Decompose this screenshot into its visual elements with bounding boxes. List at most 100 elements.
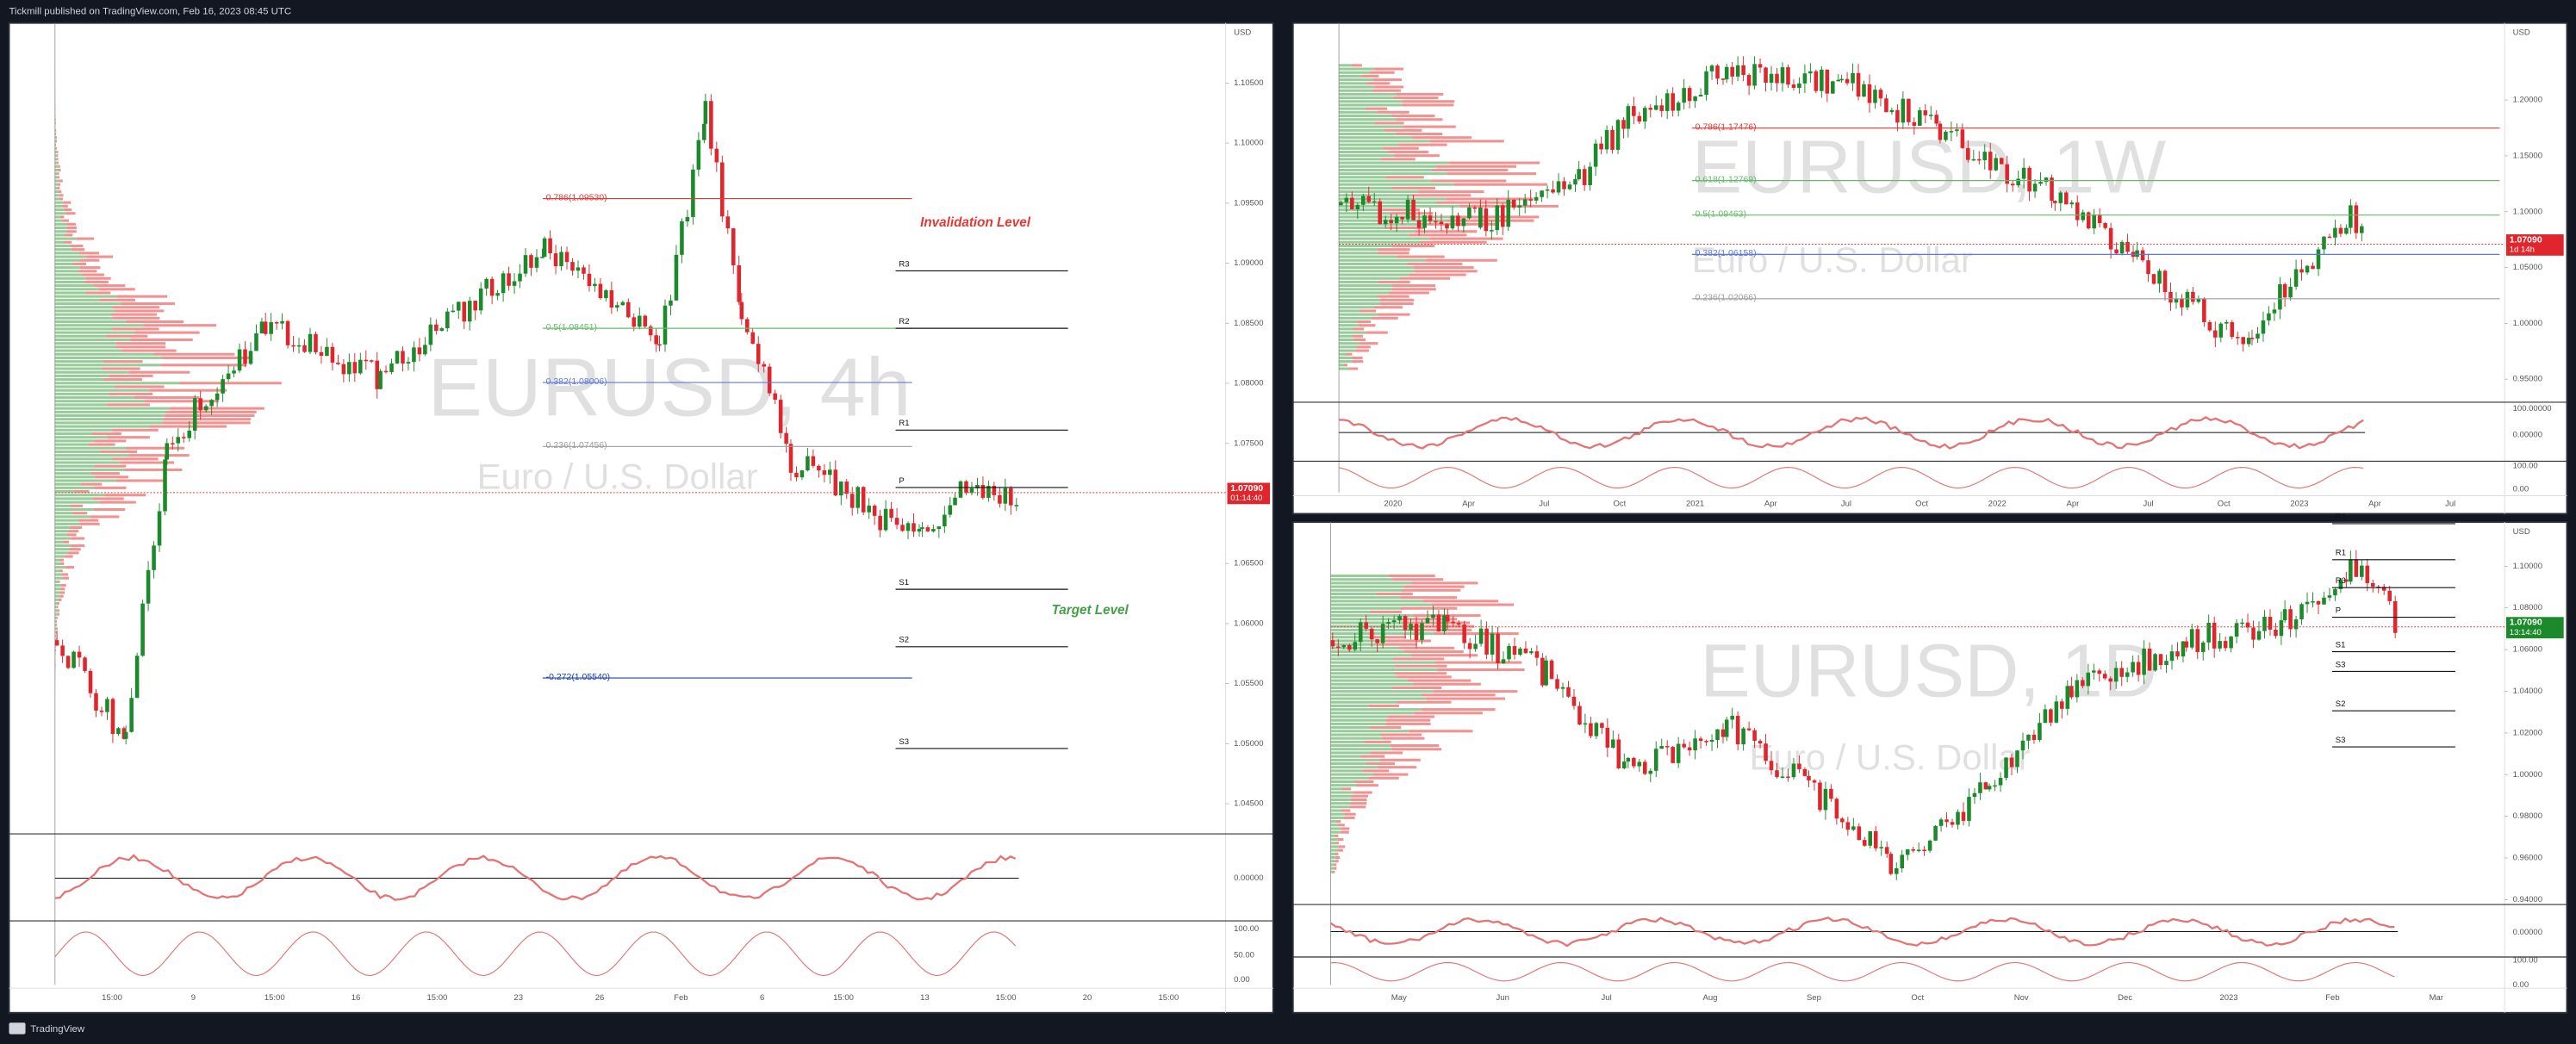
volume-profile-bar: [1330, 761, 1366, 766]
candle-body: [2316, 600, 2321, 605]
time-label: 15:00: [833, 993, 854, 1003]
candle-body: [1507, 646, 1511, 660]
osc-scale-label: 0.00: [2513, 484, 2529, 494]
candle-body: [703, 101, 708, 124]
candle-body: [1879, 847, 1883, 848]
volume-profile-bar: [1362, 769, 1390, 773]
volume-profile-bar: [85, 277, 111, 280]
volume-profile-bar: [1335, 855, 1341, 860]
volume-profile-bar: [1339, 295, 1378, 298]
candle-body: [1862, 84, 1866, 97]
volume-profile-bar: [1339, 96, 1394, 100]
volume-profile-bar: [54, 266, 80, 270]
volume-profile-bar: [1339, 367, 1350, 370]
candle-body: [358, 359, 363, 374]
candle-body: [1769, 73, 1774, 84]
volume-profile-bar: [116, 295, 168, 298]
candle-body: [1862, 840, 1867, 846]
volume-profile-bar: [112, 306, 160, 309]
candle-body: [1389, 220, 1393, 224]
volume-profile-bar: [1388, 574, 1435, 578]
candle-body: [643, 315, 648, 327]
volume-profile-bar: [1360, 74, 1379, 78]
volume-profile-bar: [1330, 581, 1412, 585]
candle-body: [1978, 782, 1982, 793]
volume-profile-bar: [54, 584, 61, 587]
volume-profile-bar: [54, 212, 66, 215]
candle-body: [1648, 108, 1653, 110]
candle-body: [828, 469, 832, 475]
volume-profile-bar: [1435, 201, 1516, 204]
candle-body: [1648, 770, 1653, 774]
candle-body: [2218, 323, 2224, 338]
volume-profile-bar: [1339, 146, 1384, 150]
candle-body: [2240, 622, 2244, 625]
osc-scale-label: 0.00: [2513, 980, 2529, 990]
volume-profile-bar: [111, 428, 159, 432]
volume-profile-bar: [1339, 100, 1403, 103]
candle-body: [872, 506, 877, 516]
rsi-line: [54, 854, 1017, 901]
candle-body: [302, 345, 307, 352]
volume-profile-bar: [54, 530, 68, 533]
volume-profile-bar: [1339, 298, 1380, 301]
candle-body: [237, 349, 242, 371]
candle-body: [2274, 629, 2278, 637]
candle-body: [2081, 212, 2086, 221]
pivot-label: R1: [2336, 549, 2346, 558]
candle-body: [1583, 723, 1588, 725]
osc-scale-label: 0.00000: [2513, 431, 2542, 440]
volume-profile-bar: [1356, 345, 1371, 349]
volume-profile-bar: [112, 327, 159, 331]
volume-profile-bar: [54, 140, 57, 143]
candle-body: [2305, 265, 2310, 273]
candle-body: [2381, 587, 2386, 591]
candle-body: [1403, 616, 1408, 631]
candle-body: [2322, 597, 2326, 605]
candle-body: [2311, 265, 2315, 270]
candle-body: [1873, 830, 1878, 848]
volume-profile-bar: [1330, 816, 1344, 819]
volume-profile-bar: [1336, 820, 1341, 823]
volume-profile-bar: [1339, 183, 1454, 186]
volume-profile-bar: [54, 237, 77, 240]
time-label: 26: [595, 993, 605, 1003]
candle-body: [1643, 761, 1647, 774]
candle-body: [1814, 71, 1819, 91]
candle-body: [2256, 631, 2262, 640]
volume-profile-bar: [85, 291, 111, 295]
volume-profile-bar: [1339, 89, 1373, 92]
volume-profile-bar: [56, 140, 58, 143]
volume-profile-bar: [54, 616, 57, 619]
volume-profile-bar: [54, 551, 69, 555]
candle-body: [1808, 71, 1813, 74]
last-price-box: [2506, 234, 2564, 256]
volume-profile-bar: [1339, 204, 1460, 208]
volume-profile-bar: [60, 584, 66, 587]
volume-profile-bar: [54, 619, 57, 624]
volume-profile-bar: [1374, 121, 1404, 125]
volume-profile-bar: [54, 128, 56, 132]
volume-profile-bar: [79, 522, 100, 525]
volume-profile-bar: [54, 230, 67, 233]
candle-body: [1380, 624, 1385, 643]
candle-body: [1912, 121, 1917, 127]
candle-body: [1720, 78, 1726, 80]
volume-profile-bar: [1330, 697, 1427, 700]
volume-profile-bar: [102, 367, 140, 370]
candle-body: [1551, 189, 1555, 193]
candle-body: [1845, 78, 1850, 84]
volume-profile-bar: [1379, 302, 1414, 306]
candle-body: [806, 456, 810, 471]
candle-body: [1397, 616, 1402, 621]
candle-body: [1405, 199, 1410, 220]
volume-profile-bar: [1448, 215, 1540, 219]
candle-body: [1456, 215, 1460, 227]
volume-profile-bar: [1330, 715, 1388, 718]
candle-body: [1752, 64, 1757, 86]
candle-body: [1523, 648, 1528, 654]
volume-profile-bar: [66, 533, 77, 537]
candle-body: [1529, 651, 1534, 654]
candle-body: [2327, 236, 2332, 239]
chart-panel: [8, 22, 1274, 1014]
